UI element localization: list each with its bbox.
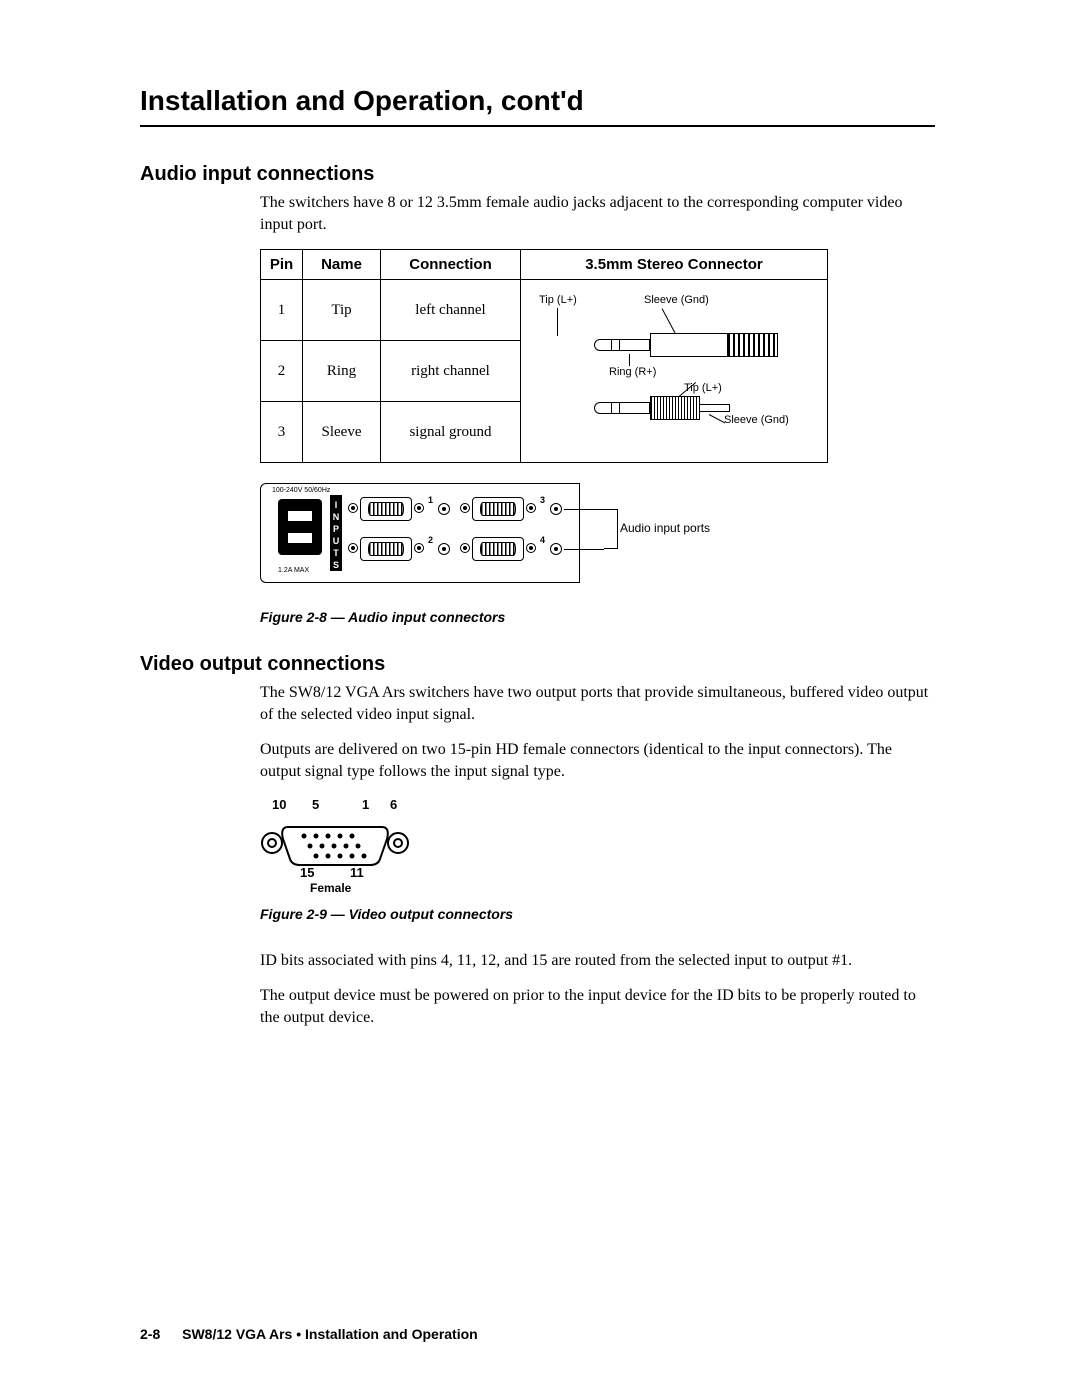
cell-pin: 1 xyxy=(261,280,303,341)
jack-diagram-cell: Tip (L+) Sleeve (Gnd) Ring (R+) Tip (L+) xyxy=(521,280,828,463)
amp-text: 1.2A MAX xyxy=(278,567,309,574)
leader xyxy=(629,354,630,366)
cell-pin: 3 xyxy=(261,402,303,463)
th-name: Name xyxy=(303,250,381,280)
video-para1: The SW8/12 VGA Ars switchers have two ou… xyxy=(260,682,935,725)
cell-name: Ring xyxy=(303,341,381,402)
figure-caption-video: Figure 2-9 — Video output connectors xyxy=(260,906,935,922)
gender-label: Female xyxy=(310,881,351,895)
leader xyxy=(662,308,676,333)
lbl-tip: Tip (L+) xyxy=(539,294,577,306)
port-num: 1 xyxy=(428,495,433,505)
lbl-sleeve: Sleeve (Gnd) xyxy=(644,294,709,306)
pin-label: 1 xyxy=(362,797,369,812)
panel-diagram: 100-240V 50/60Hz 1.2A MAX INPUTS 1 3 2 4… xyxy=(260,481,740,593)
callout-bracket xyxy=(604,509,618,549)
cell-pin: 2 xyxy=(261,341,303,402)
cell-conn: right channel xyxy=(381,341,521,402)
vga-port-icon xyxy=(360,537,412,561)
leader xyxy=(557,308,558,336)
cell-name: Sleeve xyxy=(303,402,381,463)
th-diagram: 3.5mm Stereo Connector xyxy=(521,250,828,280)
voltage-text: 100-240V 50/60Hz xyxy=(272,487,330,494)
pin-label: 10 xyxy=(272,797,286,812)
video-heading: Video output connections xyxy=(140,653,935,676)
port-num: 4 xyxy=(540,535,545,545)
vga-port-icon xyxy=(472,497,524,521)
video-para4: The output device must be powered on pri… xyxy=(260,985,935,1028)
footer-title: SW8/12 VGA Ars • Installation and Operat… xyxy=(182,1326,478,1342)
page-number: 2-8 xyxy=(140,1326,160,1342)
pin-label: 6 xyxy=(390,797,397,812)
callout-line xyxy=(564,549,604,550)
pin-label: 5 xyxy=(312,797,319,812)
pin-label: 15 xyxy=(300,865,314,880)
figure-caption-audio: Figure 2-8 — Audio input connectors xyxy=(260,609,935,625)
video-para2: Outputs are delivered on two 15-pin HD f… xyxy=(260,739,935,782)
cell-name: Tip xyxy=(303,280,381,341)
video-para3: ID bits associated with pins 4, 11, 12, … xyxy=(260,950,935,972)
vga-port-icon xyxy=(360,497,412,521)
th-conn: Connection xyxy=(381,250,521,280)
power-inlet-icon xyxy=(278,499,322,555)
pin-table: Pin Name Connection 3.5mm Stereo Connect… xyxy=(260,249,828,463)
vga-connector-icon xyxy=(260,819,410,867)
callout-text: Audio input ports xyxy=(620,521,710,535)
port-num: 3 xyxy=(540,495,545,505)
port-num: 2 xyxy=(428,535,433,545)
footer: 2-8 SW8/12 VGA Ars • Installation and Op… xyxy=(140,1326,478,1342)
inputs-label: INPUTS xyxy=(330,495,342,571)
trs-plug-icon xyxy=(594,394,794,422)
lbl-ring: Ring (R+) xyxy=(609,366,656,378)
vga-port-icon xyxy=(472,537,524,561)
trs-plug-icon xyxy=(594,331,794,359)
table-row: 1 Tip left channel Tip (L+) Sleeve (Gnd) xyxy=(261,280,828,341)
pin-label: 11 xyxy=(350,865,364,880)
cell-conn: signal ground xyxy=(381,402,521,463)
cell-conn: left channel xyxy=(381,280,521,341)
th-pin: Pin xyxy=(261,250,303,280)
vga-output-diagram: 10 5 1 6 15 11 Female xyxy=(260,797,440,892)
audio-intro: The switchers have 8 or 12 3.5mm female … xyxy=(260,192,935,235)
audio-heading: Audio input connections xyxy=(140,163,935,186)
page-title: Installation and Operation, cont'd xyxy=(140,85,935,127)
